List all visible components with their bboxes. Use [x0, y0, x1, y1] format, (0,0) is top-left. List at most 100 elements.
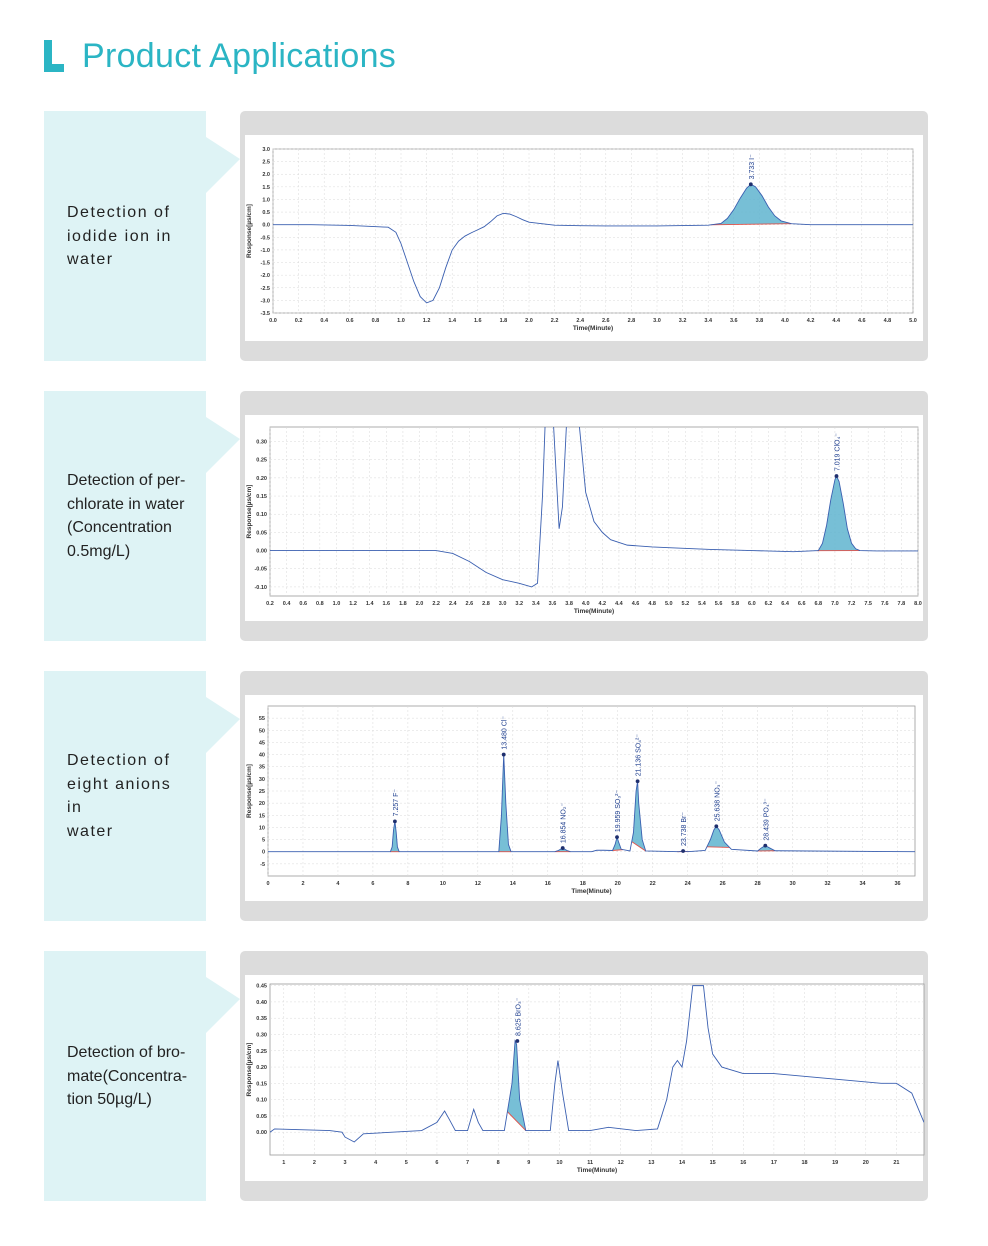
application-label: Detection of bro- mate(Concentra- tion 5…	[67, 1041, 192, 1112]
y-tick-label: 10	[259, 825, 265, 831]
peak-baseline	[631, 841, 646, 852]
y-tick-label: 0.25	[256, 458, 267, 464]
chromatogram-bromate: 1 2 3 4 5 6 7 8 9 10 11 12 13 14 15 16 17 18 19 20 210.450.4…	[245, 975, 925, 1181]
peak-marker	[635, 779, 640, 784]
plot-group	[270, 985, 924, 1143]
y-tick-label: 45	[259, 740, 265, 746]
label-line: Detection of	[67, 752, 171, 769]
peak-label: 3.733 I⁻	[749, 154, 756, 179]
peak-marker	[501, 752, 506, 757]
label-line: Detection of per-	[67, 472, 186, 489]
x-tick-label: 7.5	[864, 601, 872, 607]
label-line: eight anions in	[67, 775, 172, 817]
y-tick-label: 0.30	[256, 1032, 267, 1038]
x-tick-label: 5.4	[698, 601, 707, 607]
callout-arrow	[206, 137, 240, 193]
peak-baseline	[706, 846, 730, 848]
chart-panel-perchlorate: 0.2 0.4 0.6 0.8 1.0 1.2 1.4 1.6 1.8 2.0 2.2 2.4 2.6 2…	[240, 391, 928, 641]
x-tick-label: 11	[587, 1160, 593, 1166]
y-tick-label: 0.0	[262, 223, 270, 229]
peak-marker	[763, 843, 768, 848]
y-tick-label: 25	[259, 789, 265, 795]
application-row-bromate: Detection of bro- mate(Concentra- tion 5…	[44, 951, 928, 1203]
x-tick-label: 10	[556, 1160, 562, 1166]
plot-group	[268, 754, 915, 853]
x-tick-label: 8.0	[914, 601, 922, 607]
x-tick-label: 15	[710, 1160, 716, 1166]
chart-panel-bromate: 1 2 3 4 5 6 7 8 9 10 11 12 13 14 15 16 17 18 19 20 21 0.45 0.4…	[240, 951, 928, 1201]
plot-group	[270, 427, 918, 588]
x-tick-label: 2.6	[602, 318, 610, 324]
x-tick-label: 12	[618, 1160, 624, 1166]
y-tick-label: 1.5	[262, 185, 270, 191]
x-tick-label: 2.6	[466, 601, 474, 607]
x-tick-label: 2	[301, 881, 304, 887]
application-label-box: Detection of bro- mate(Concentra- tion 5…	[44, 951, 206, 1201]
x-tick-label: 1.6	[474, 318, 482, 324]
x-tick-label: 1.8	[500, 318, 508, 324]
peak-label: 19.959 SO₃²⁻	[615, 789, 622, 832]
x-tick-label: 22	[650, 881, 656, 887]
peak-label: 21.136 SO₄²⁻	[636, 734, 643, 777]
y-tick-label: 0.25	[256, 1049, 267, 1055]
x-tick-label: 30	[790, 881, 796, 887]
callout-arrow	[206, 697, 240, 753]
x-axis-title: Time(Minute)	[571, 888, 611, 895]
peak-area	[706, 826, 730, 848]
x-tick-label: 3.4	[704, 318, 713, 324]
peak-marker	[834, 474, 839, 478]
y-tick-label: 0.30	[256, 440, 267, 446]
x-tick-label: 6.4	[781, 601, 790, 607]
x-tick-label: 1.2	[423, 318, 431, 324]
chart-panel-anions: 0 2 4 6 8 10 12 14 16 18 20 22 24 26 28 30 32 34 36 55 50 45 4…	[240, 671, 928, 921]
y-axis-title: Response[µs/cm]	[246, 1043, 253, 1097]
x-tick-label: 0.2	[266, 601, 274, 607]
x-tick-label: 6.2	[765, 601, 773, 607]
peak-baseline	[612, 849, 624, 851]
x-tick-label: 3.0	[653, 318, 661, 324]
x-tick-label: 4.8	[648, 601, 656, 607]
peak-label: 23.738 Br⁻	[681, 812, 688, 846]
x-tick-label: 0.4	[283, 601, 292, 607]
chromatogram-anions: 0 2 4 6 8 10 12 14 16 18 20 22 24 26 28 30 32 34 365550454…	[245, 695, 923, 901]
x-tick-label: 3.8	[756, 318, 764, 324]
signal-line	[268, 754, 915, 853]
y-tick-label: -1.5	[261, 261, 270, 267]
x-tick-label: 0.0	[269, 318, 277, 324]
x-tick-label: 21	[893, 1160, 899, 1166]
page-header: Product Applications	[44, 36, 396, 76]
peak-label: 8.625 BrO₃⁻	[515, 997, 522, 1036]
application-label: Detection of eight anions in water	[67, 749, 192, 843]
x-tick-label: 8	[497, 1160, 500, 1166]
x-tick-label: 16	[740, 1160, 746, 1166]
peak-marker	[681, 849, 685, 853]
x-tick-label: 5.2	[682, 601, 690, 607]
application-label: Detection of iodide ion in water	[67, 201, 192, 272]
peak-baseline	[507, 1111, 527, 1131]
x-tick-label: 3.2	[515, 601, 523, 607]
x-tick-label: 1.4	[448, 318, 457, 324]
x-tick-label: 3.2	[679, 318, 687, 324]
x-tick-label: 2.0	[416, 601, 424, 607]
x-tick-label: 4.2	[807, 318, 815, 324]
application-label-box: Detection of iodide ion in water	[44, 111, 206, 361]
label-line: iodide ion in	[67, 227, 172, 245]
x-tick-label: 16	[545, 881, 551, 887]
x-axis-title: Time(Minute)	[574, 608, 614, 615]
plot-area	[269, 983, 925, 1156]
y-tick-label: 0.40	[256, 1000, 267, 1006]
application-label-box: Detection of per- chlorate in water (Con…	[44, 391, 206, 641]
label-line: mate(Concentra-	[67, 1067, 188, 1085]
x-tick-label: 4.2	[598, 601, 606, 607]
callout-arrow	[206, 977, 240, 1033]
y-tick-label: 0.15	[256, 494, 267, 500]
chromatogram-perchlorate: 0.2 0.4 0.6 0.8 1.0 1.2 1.4 1.6 1.8 2.0 2.2 2.4 2.6 2…	[245, 415, 923, 621]
x-tick-label: 26	[720, 881, 726, 887]
label-line: water	[67, 822, 114, 840]
x-tick-label: 6.6	[798, 601, 806, 607]
x-tick-label: 28	[755, 881, 761, 887]
y-tick-label: -0.10	[254, 585, 267, 591]
label-line: Detection of bro-	[67, 1043, 186, 1061]
y-tick-label: 5	[262, 838, 265, 844]
application-row-iodide: Detection of iodide ion in water 0.0 0.2 0…	[44, 111, 928, 363]
